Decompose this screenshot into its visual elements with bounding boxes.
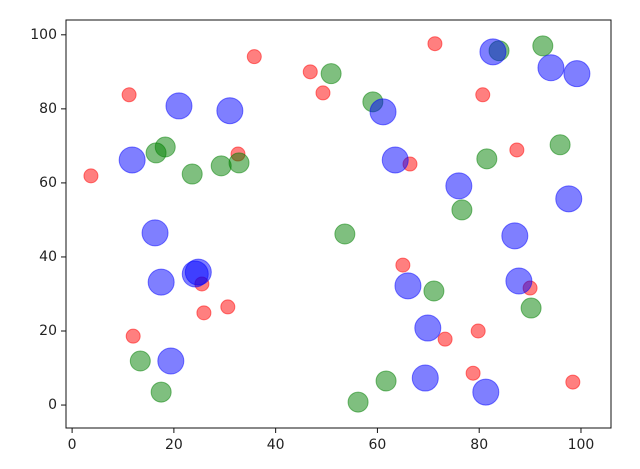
scatter-point [475,87,491,103]
scatter-point [414,314,442,342]
scatter-point [184,258,212,286]
scatter-point [437,331,453,347]
scatter-point [375,370,397,392]
scatter-point [315,85,331,101]
y-tick-label: 40 [39,249,57,265]
scatter-point [157,347,185,375]
scatter-point [520,297,542,319]
scatter-point [563,60,591,88]
scatter-point [145,142,167,164]
x-tick-label: 0 [68,437,77,453]
scatter-point [150,381,172,403]
y-tick-label: 20 [39,323,57,339]
scatter-point [395,257,411,273]
x-tick-label: 60 [369,437,387,453]
scatter-point [427,36,443,52]
scatter-point [476,148,498,170]
scatter-point [141,219,169,247]
plot-frame [65,19,612,429]
scatter-point [129,350,151,372]
scatter-point [394,272,422,300]
scatter-point [470,323,486,339]
scatter-point [220,299,236,315]
scatter-point [210,155,232,177]
scatter-point [121,87,137,103]
scatter-point [246,49,262,65]
scatter-point [83,168,99,184]
y-tick-label: 60 [39,175,57,191]
scatter-point [347,391,369,413]
scatter-point [118,146,146,174]
scatter-point [334,223,356,245]
x-tick-label: 20 [165,437,183,453]
y-tick-label: 100 [30,27,57,43]
scatter-point [181,163,203,185]
scatter-point [445,172,473,200]
scatter-point [411,364,439,392]
x-tick-label: 100 [568,437,595,453]
scatter-point [196,305,212,321]
y-tick-label: 0 [48,397,57,413]
scatter-point [423,280,445,302]
scatter-point [369,98,397,126]
scatter-point [509,142,525,158]
scatter-point [165,92,193,120]
scatter-point [216,97,244,125]
scatter-point [565,374,581,390]
scatter-point [381,146,409,174]
x-tick-label: 40 [267,437,285,453]
y-tick-label: 80 [39,101,57,117]
scatter-point [465,365,481,381]
scatter-point [532,35,554,57]
scatter-point [125,328,141,344]
scatter-point [505,267,533,295]
scatter-point [228,152,250,174]
scatter-point [537,54,565,82]
x-tick-label: 80 [470,437,488,453]
scatter-point [549,134,571,156]
scatter-point [147,268,175,296]
scatter-point [320,63,342,85]
scatter-point [302,64,318,80]
scatter-point [501,222,529,250]
scatter-point [451,199,473,221]
scatter-point [479,38,507,66]
scatter-point [472,378,500,406]
scatter-point [555,185,583,213]
